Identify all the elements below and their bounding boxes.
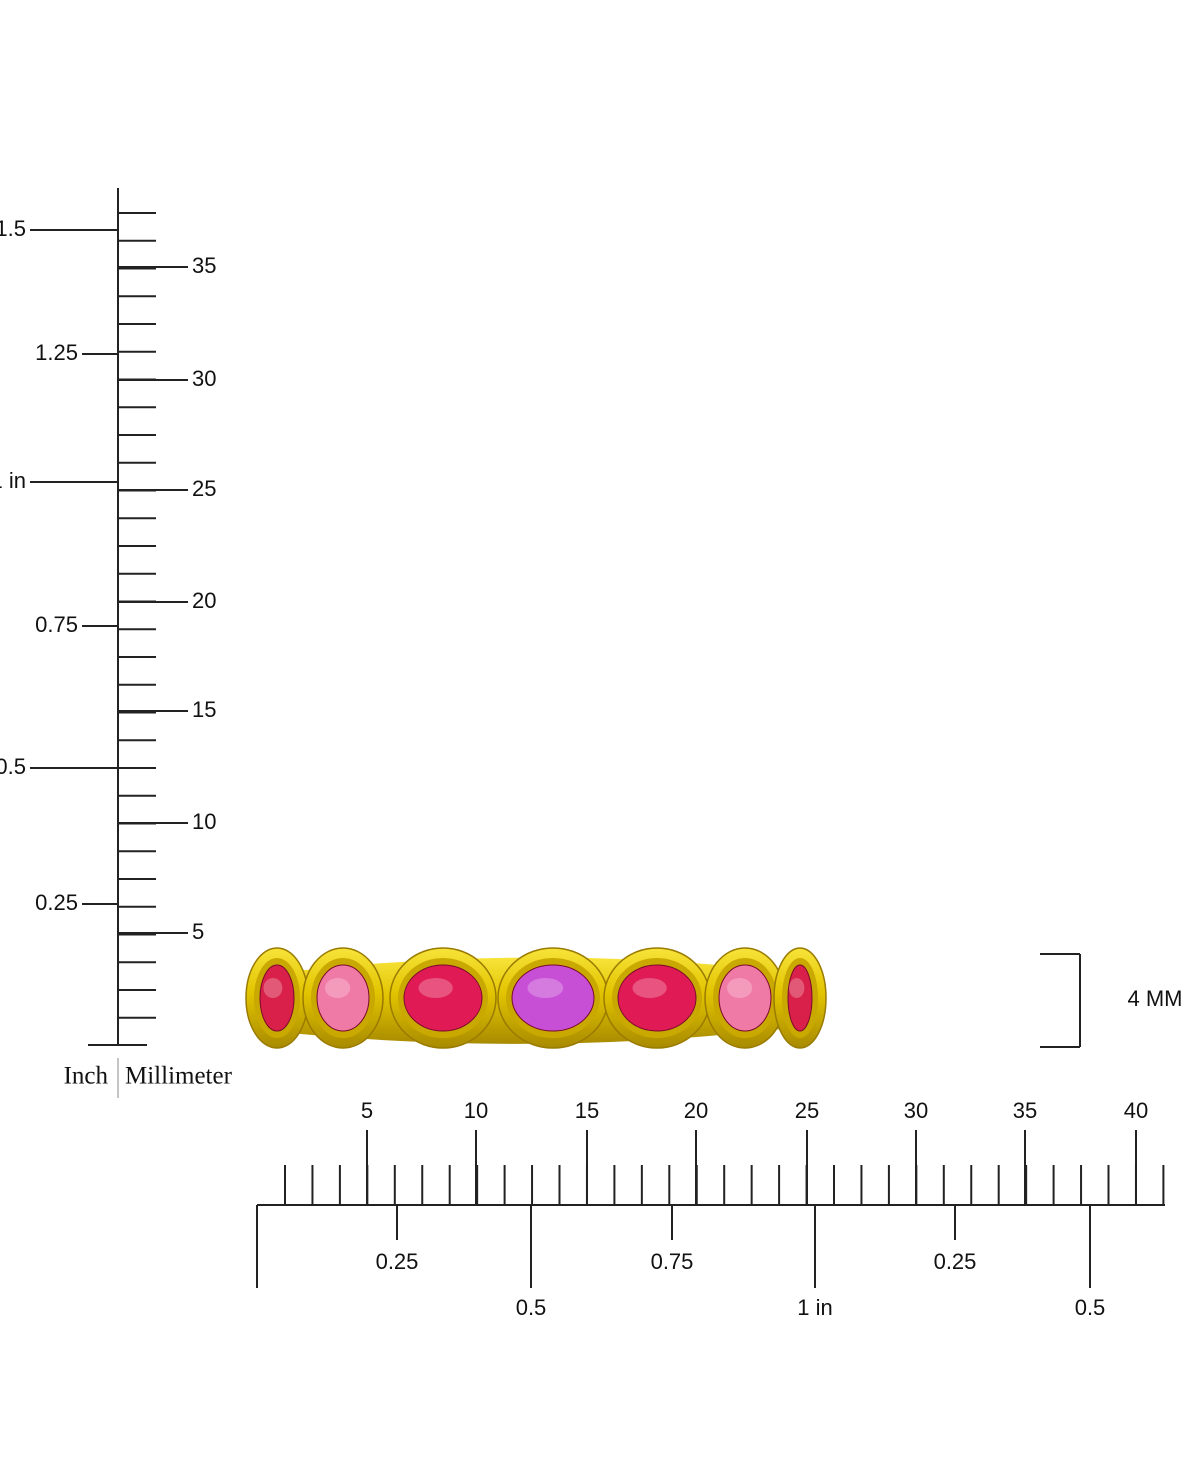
gem — [511, 964, 595, 1032]
mm-label: 5 — [192, 919, 204, 944]
gem — [617, 964, 697, 1032]
mm-label: 20 — [192, 588, 216, 613]
inch-label: 0.5 — [516, 1295, 547, 1320]
gem-shine — [727, 978, 753, 998]
mm-label: 15 — [575, 1098, 599, 1123]
gem-shine — [527, 978, 564, 998]
inch-label: 0.25 — [934, 1249, 977, 1274]
gem-shine — [418, 978, 453, 998]
unit-label: Inch — [64, 1063, 109, 1090]
gem — [787, 964, 813, 1032]
gem — [259, 964, 295, 1032]
mm-label: 35 — [1013, 1098, 1037, 1123]
mm-label: 10 — [192, 809, 216, 834]
gem-shine — [789, 978, 805, 998]
mm-label: 25 — [795, 1098, 819, 1123]
width-bracket — [1040, 953, 1081, 1048]
inch-label: 1.25 — [35, 340, 78, 365]
unit-label: Millimeter — [125, 1063, 233, 1090]
mm-label: 40 — [1124, 1098, 1148, 1123]
gem — [718, 964, 772, 1032]
inch-label: 1 in — [0, 468, 26, 493]
mm-label: 35 — [192, 253, 216, 278]
inch-label: 0.5 — [1075, 1295, 1106, 1320]
inch-label: 1.5 — [0, 216, 26, 241]
width-label: 4 MM — [1128, 986, 1183, 1011]
inch-label: 0.75 — [35, 612, 78, 637]
mm-label: 30 — [192, 366, 216, 391]
mm-label: 25 — [192, 476, 216, 501]
ring — [245, 947, 827, 1049]
inch-label: 0.25 — [35, 890, 78, 915]
inch-label: 0.25 — [376, 1249, 419, 1274]
mm-label: 10 — [464, 1098, 488, 1123]
inch-label: 0.5 — [0, 754, 26, 779]
gem-shine — [632, 978, 667, 998]
mm-label: 30 — [904, 1098, 928, 1123]
mm-label: 5 — [361, 1098, 373, 1123]
inch-label: 1 in — [797, 1295, 832, 1320]
mm-label: 20 — [684, 1098, 708, 1123]
gem-shine — [325, 978, 351, 998]
mm-label: 15 — [192, 697, 216, 722]
gem — [403, 964, 483, 1032]
gem-shine — [263, 978, 283, 998]
gem — [316, 964, 370, 1032]
inch-label: 0.75 — [651, 1249, 694, 1274]
